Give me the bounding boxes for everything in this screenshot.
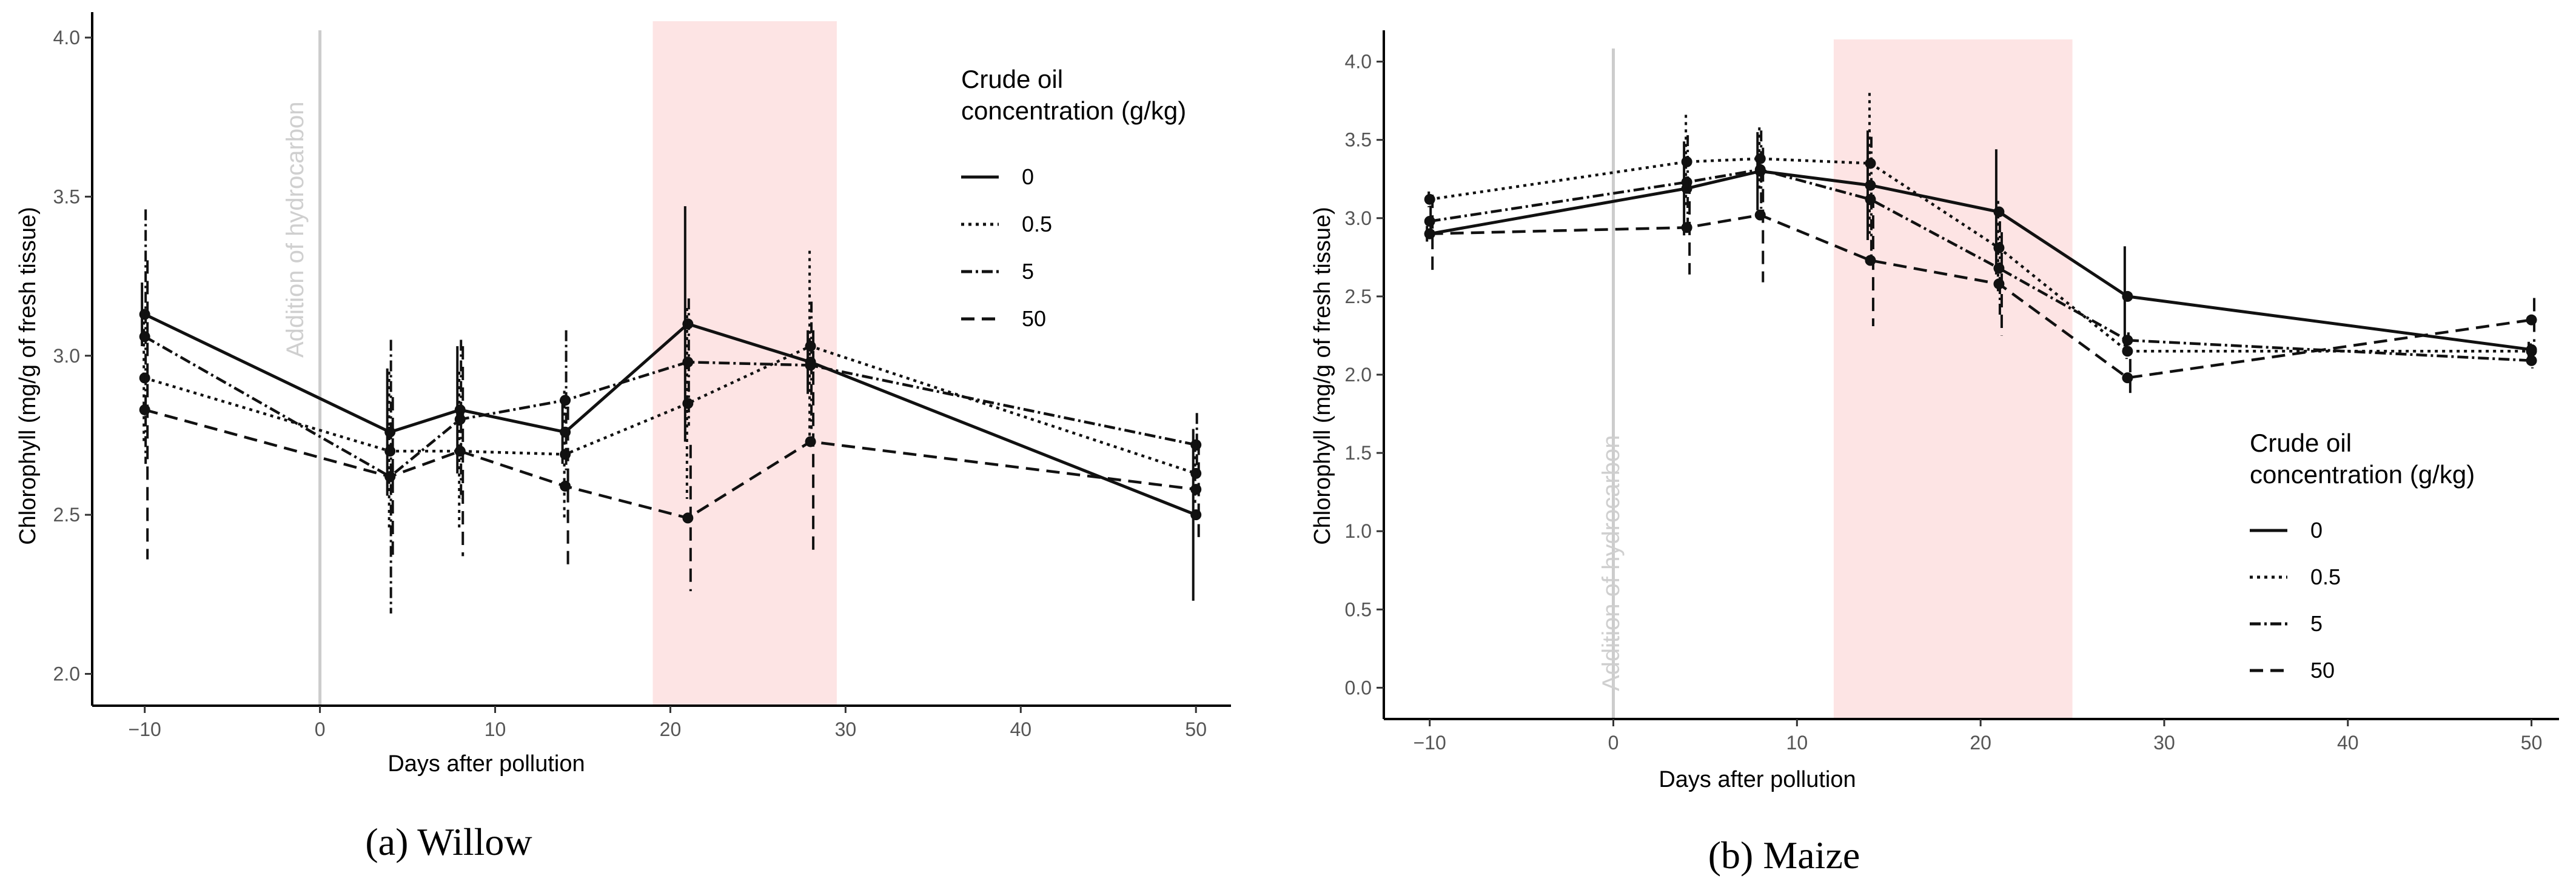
willow-point [560, 395, 571, 406]
maize-x-axis-title: Days after pollution [1659, 767, 1856, 792]
willow-legend-label-0.5: 0.5 [1022, 212, 1052, 236]
maize-legend-title: Crude oil [2250, 429, 2352, 457]
maize-y-tick-label: 0.5 [1345, 598, 1372, 620]
maize-y-tick-label: 1.5 [1345, 442, 1372, 464]
maize-x-tick-label: −10 [1414, 732, 1446, 754]
maize-point [2526, 355, 2537, 366]
maize-point [2122, 346, 2133, 357]
maize-legend-label-0.5: 0.5 [2310, 564, 2341, 589]
maize-point [1424, 228, 1435, 239]
maize-y-tick-label: 4.0 [1345, 51, 1372, 73]
maize-legend: Crude oil concentration (g/kg) 0 0.5 5 50 [2250, 429, 2475, 683]
maize-x-tick-label: 50 [2521, 732, 2543, 754]
willow-y-tick-label: 4.0 [53, 27, 80, 49]
maize-legend-label-0: 0 [2310, 518, 2323, 543]
maize-axes: −10 0 10 20 30 40 500.00.51.01.52.02.53.03.54.… [1345, 30, 2559, 754]
willow-y-tick-label: 3.0 [53, 345, 80, 367]
maize-point [1993, 278, 2005, 290]
willow-point [384, 471, 396, 483]
willow-point [454, 446, 466, 457]
willow-point [560, 480, 571, 492]
maize-x-tick-label: 20 [1970, 732, 1991, 754]
maize-highlight-rect [1833, 39, 2073, 719]
willow-y-axis-title: Chlorophyll (mg/g of fresh tissue) [15, 207, 41, 545]
willow-x-tick-label: 0 [315, 718, 326, 740]
willow-vline-label: Addition of hydrocarbon [282, 102, 309, 358]
maize-addition-line: Addition of hydrocarbon [1598, 49, 1625, 719]
maize-point [2526, 314, 2537, 326]
maize-caption: (b) Maize [1708, 834, 1860, 877]
maize-y-tick-label: 3.0 [1345, 207, 1372, 229]
maize-legend-label-50: 50 [2310, 658, 2335, 683]
willow-x-tick-label: −10 [129, 718, 161, 740]
willow-y-tick-label: 2.5 [53, 504, 80, 526]
willow-legend-title: concentration (g/kg) [961, 96, 1186, 125]
willow-legend-label-50: 50 [1022, 306, 1046, 331]
maize-y-tick-label: 0.0 [1345, 677, 1372, 698]
willow-x-tick-label: 10 [485, 718, 506, 740]
maize-x-tick-label: 10 [1786, 732, 1808, 754]
willow-point [682, 356, 694, 368]
willow-x-tick-label: 30 [835, 718, 857, 740]
maize-panel: Addition of hydrocarbon −10 0 10 20 30 40 500.… [1310, 30, 2559, 877]
willow-x-tick-label: 20 [660, 718, 682, 740]
maize-y-axis-title: Chlorophyll (mg/g of fresh tissue) [1310, 207, 1335, 545]
maize-point [2122, 372, 2133, 384]
maize-highlight-band [1833, 39, 2073, 719]
willow-point [1190, 484, 1202, 495]
maize-y-tick-label: 3.5 [1345, 129, 1372, 151]
maize-series [1424, 93, 2537, 397]
maize-point [1681, 222, 1692, 233]
willow-legend-label-0: 0 [1022, 164, 1034, 189]
willow-y-tick-label: 2.0 [53, 663, 80, 685]
maize-x-tick-label: 40 [2337, 732, 2359, 754]
maize-vline-label: Addition of hydrocarbon [1598, 435, 1625, 692]
maize-y-tick-label: 2.5 [1345, 286, 1372, 307]
maize-legend-label-5: 5 [2310, 611, 2323, 636]
willow-series [139, 206, 1202, 614]
willow-addition-line: Addition of hydrocarbon [282, 30, 322, 706]
willow-x-tick-label: 50 [1185, 718, 1207, 740]
willow-y-tick-label: 3.5 [53, 186, 80, 207]
maize-point [1754, 209, 1766, 221]
maize-series-0.5 [1424, 93, 2537, 360]
maize-point [2122, 290, 2133, 302]
willow-point [805, 436, 816, 447]
willow-legend: Crude oil concentration (g/kg) 0 0.5 5 50 [961, 65, 1186, 331]
maize-x-tick-label: 0 [1608, 732, 1619, 754]
willow-axes: −10 0 10 20 30 40 502.02.53.03.54.0 [53, 12, 1231, 740]
willow-point [139, 404, 150, 415]
maize-point [1993, 206, 2005, 218]
maize-series-50 [1424, 147, 2537, 397]
willow-point [682, 512, 694, 524]
maize-y-tick-label: 2.0 [1345, 364, 1372, 386]
willow-series-5 [139, 209, 1202, 614]
maize-point [1865, 255, 1876, 266]
willow-series-50 [139, 260, 1202, 592]
maize-x-tick-label: 30 [2153, 732, 2175, 754]
willow-caption: (a) Willow [365, 820, 532, 863]
willow-x-axis-title: Days after pollution [387, 751, 585, 777]
willow-legend-label-5: 5 [1022, 259, 1034, 284]
maize-y-tick-label: 1.0 [1345, 520, 1372, 542]
maize-point [2122, 335, 2133, 346]
maize-legend-title: concentration (g/kg) [2250, 460, 2475, 489]
willow-x-tick-label: 40 [1010, 718, 1031, 740]
willow-panel: Addition of hydrocarbon −10 0 10 20 30 40 502.… [15, 12, 1231, 863]
maize-point [2526, 346, 2537, 357]
willow-legend-title: Crude oil [961, 65, 1063, 93]
